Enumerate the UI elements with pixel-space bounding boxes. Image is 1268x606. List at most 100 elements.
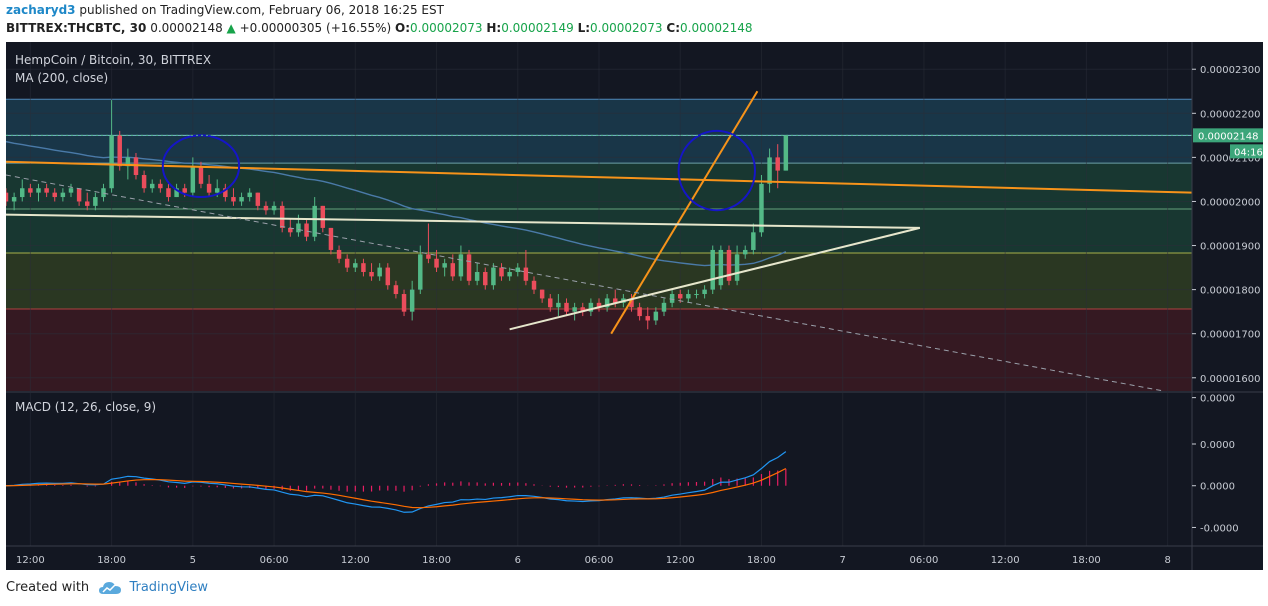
- candle: [304, 223, 309, 237]
- candle: [190, 166, 196, 193]
- time-tick-label: 12:00: [16, 555, 45, 566]
- candle: [28, 188, 33, 193]
- candle: [507, 271, 512, 277]
- candle: [44, 188, 49, 193]
- price-tick-label: 0.00001800: [1200, 286, 1260, 297]
- candle: [377, 267, 382, 277]
- candle: [434, 258, 439, 268]
- time-tick-label: 12:00: [666, 555, 695, 566]
- candle: [515, 267, 521, 272]
- candle: [653, 311, 659, 321]
- candle: [580, 307, 585, 312]
- countdown-tag-label: 04:16: [1234, 147, 1263, 158]
- time-tick-label: 5: [190, 555, 196, 566]
- last-price-tag: [1193, 128, 1263, 143]
- candle: [531, 280, 537, 290]
- candle: [718, 249, 724, 286]
- candle: [556, 302, 561, 308]
- candle: [426, 254, 431, 259]
- candle: [141, 175, 147, 189]
- candle: [596, 302, 602, 308]
- open-value: 0.00002073: [410, 21, 483, 35]
- candle: [312, 205, 317, 237]
- time-tick-label: 06:00: [260, 555, 289, 566]
- price-tick-label: 0.00001700: [1200, 330, 1260, 341]
- candle: [369, 271, 374, 277]
- chart-container[interactable]: 0.00002300 0.00002200 0.00002100 0.00002000…: [6, 42, 1263, 570]
- macd-tick-label: 0.0000: [1200, 482, 1235, 493]
- candle: [52, 192, 57, 198]
- candle: [742, 249, 748, 255]
- candle: [734, 254, 740, 281]
- candle: [109, 135, 114, 189]
- candle: [336, 249, 342, 259]
- price-chart[interactable]: 0.00002300 0.00002200 0.00002100 0.00002000…: [6, 42, 1263, 570]
- annotation-circle: [677, 129, 756, 212]
- author-name[interactable]: zacharyd3: [6, 3, 76, 17]
- candle: [296, 223, 301, 233]
- macd-tick-label: -0.0000: [1200, 523, 1239, 534]
- candle: [247, 192, 252, 198]
- time-tick-label: 06:00: [585, 555, 614, 566]
- symbol-label: BITTREX:THCBTC, 30: [6, 21, 147, 35]
- published-text: published on TradingView.com, February 0…: [79, 3, 444, 17]
- candle: [320, 205, 326, 228]
- candle: [76, 188, 82, 202]
- time-tick-label: 12:00: [991, 555, 1020, 566]
- candle: [572, 307, 577, 312]
- time-tick-label: 18:00: [422, 555, 451, 566]
- candle: [198, 166, 204, 184]
- tradingview-link[interactable]: TradingView: [129, 580, 208, 595]
- footer: Created with TradingView: [6, 580, 208, 595]
- candle: [483, 271, 488, 286]
- candle: [702, 289, 707, 295]
- candle: [182, 188, 187, 193]
- time-tick-label: 18:00: [747, 555, 776, 566]
- time-tick-label: 6: [515, 555, 521, 566]
- candle: [271, 205, 277, 211]
- ma-label: MA (200, close): [15, 71, 108, 85]
- candle: [353, 263, 358, 268]
- macd-tick-label: 0.0000: [1200, 440, 1235, 451]
- candle: [694, 294, 699, 296]
- annotation-circle: [161, 134, 241, 199]
- candle: [206, 183, 212, 193]
- candle: [68, 188, 74, 193]
- time-tick-label: 7: [840, 555, 846, 566]
- candle: [361, 263, 366, 272]
- time-tick-label: 18:00: [97, 555, 126, 566]
- created-with-text: Created with: [6, 580, 90, 595]
- candle: [491, 267, 496, 286]
- last-price-tag-label: 0.00002148: [1198, 131, 1258, 142]
- candle: [548, 298, 553, 308]
- price-tick-label: 0.00001900: [1200, 242, 1260, 253]
- candle: [158, 183, 163, 189]
- candle: [149, 183, 155, 189]
- candle: [523, 267, 529, 281]
- price-tick-label: 0.00002300: [1200, 65, 1260, 76]
- time-tick-label: 06:00: [910, 555, 939, 566]
- candle: [474, 271, 480, 281]
- candle: [279, 205, 285, 228]
- candle: [101, 188, 106, 198]
- publish-info: zacharyd3 published on TradingView.com, …: [6, 3, 444, 17]
- candle: [686, 294, 691, 299]
- candle: [393, 285, 399, 295]
- candle: [214, 188, 220, 193]
- trendline-white-horizontal: [6, 213, 920, 229]
- candle: [263, 205, 269, 211]
- candle: [20, 188, 25, 198]
- close-label: C:: [666, 21, 680, 35]
- candle: [6, 192, 9, 202]
- macd-tick-label: 0.0000: [1200, 394, 1235, 405]
- candle: [60, 192, 66, 198]
- candle: [166, 188, 171, 198]
- candle: [613, 298, 618, 303]
- candle: [239, 197, 244, 202]
- candle: [669, 294, 675, 303]
- trendline-orange-breakout: [610, 90, 759, 335]
- candle: [710, 249, 715, 290]
- candle: [450, 263, 456, 277]
- chart-title: HempCoin / Bitcoin, 30, BITTREX: [15, 53, 211, 67]
- candle: [344, 258, 350, 268]
